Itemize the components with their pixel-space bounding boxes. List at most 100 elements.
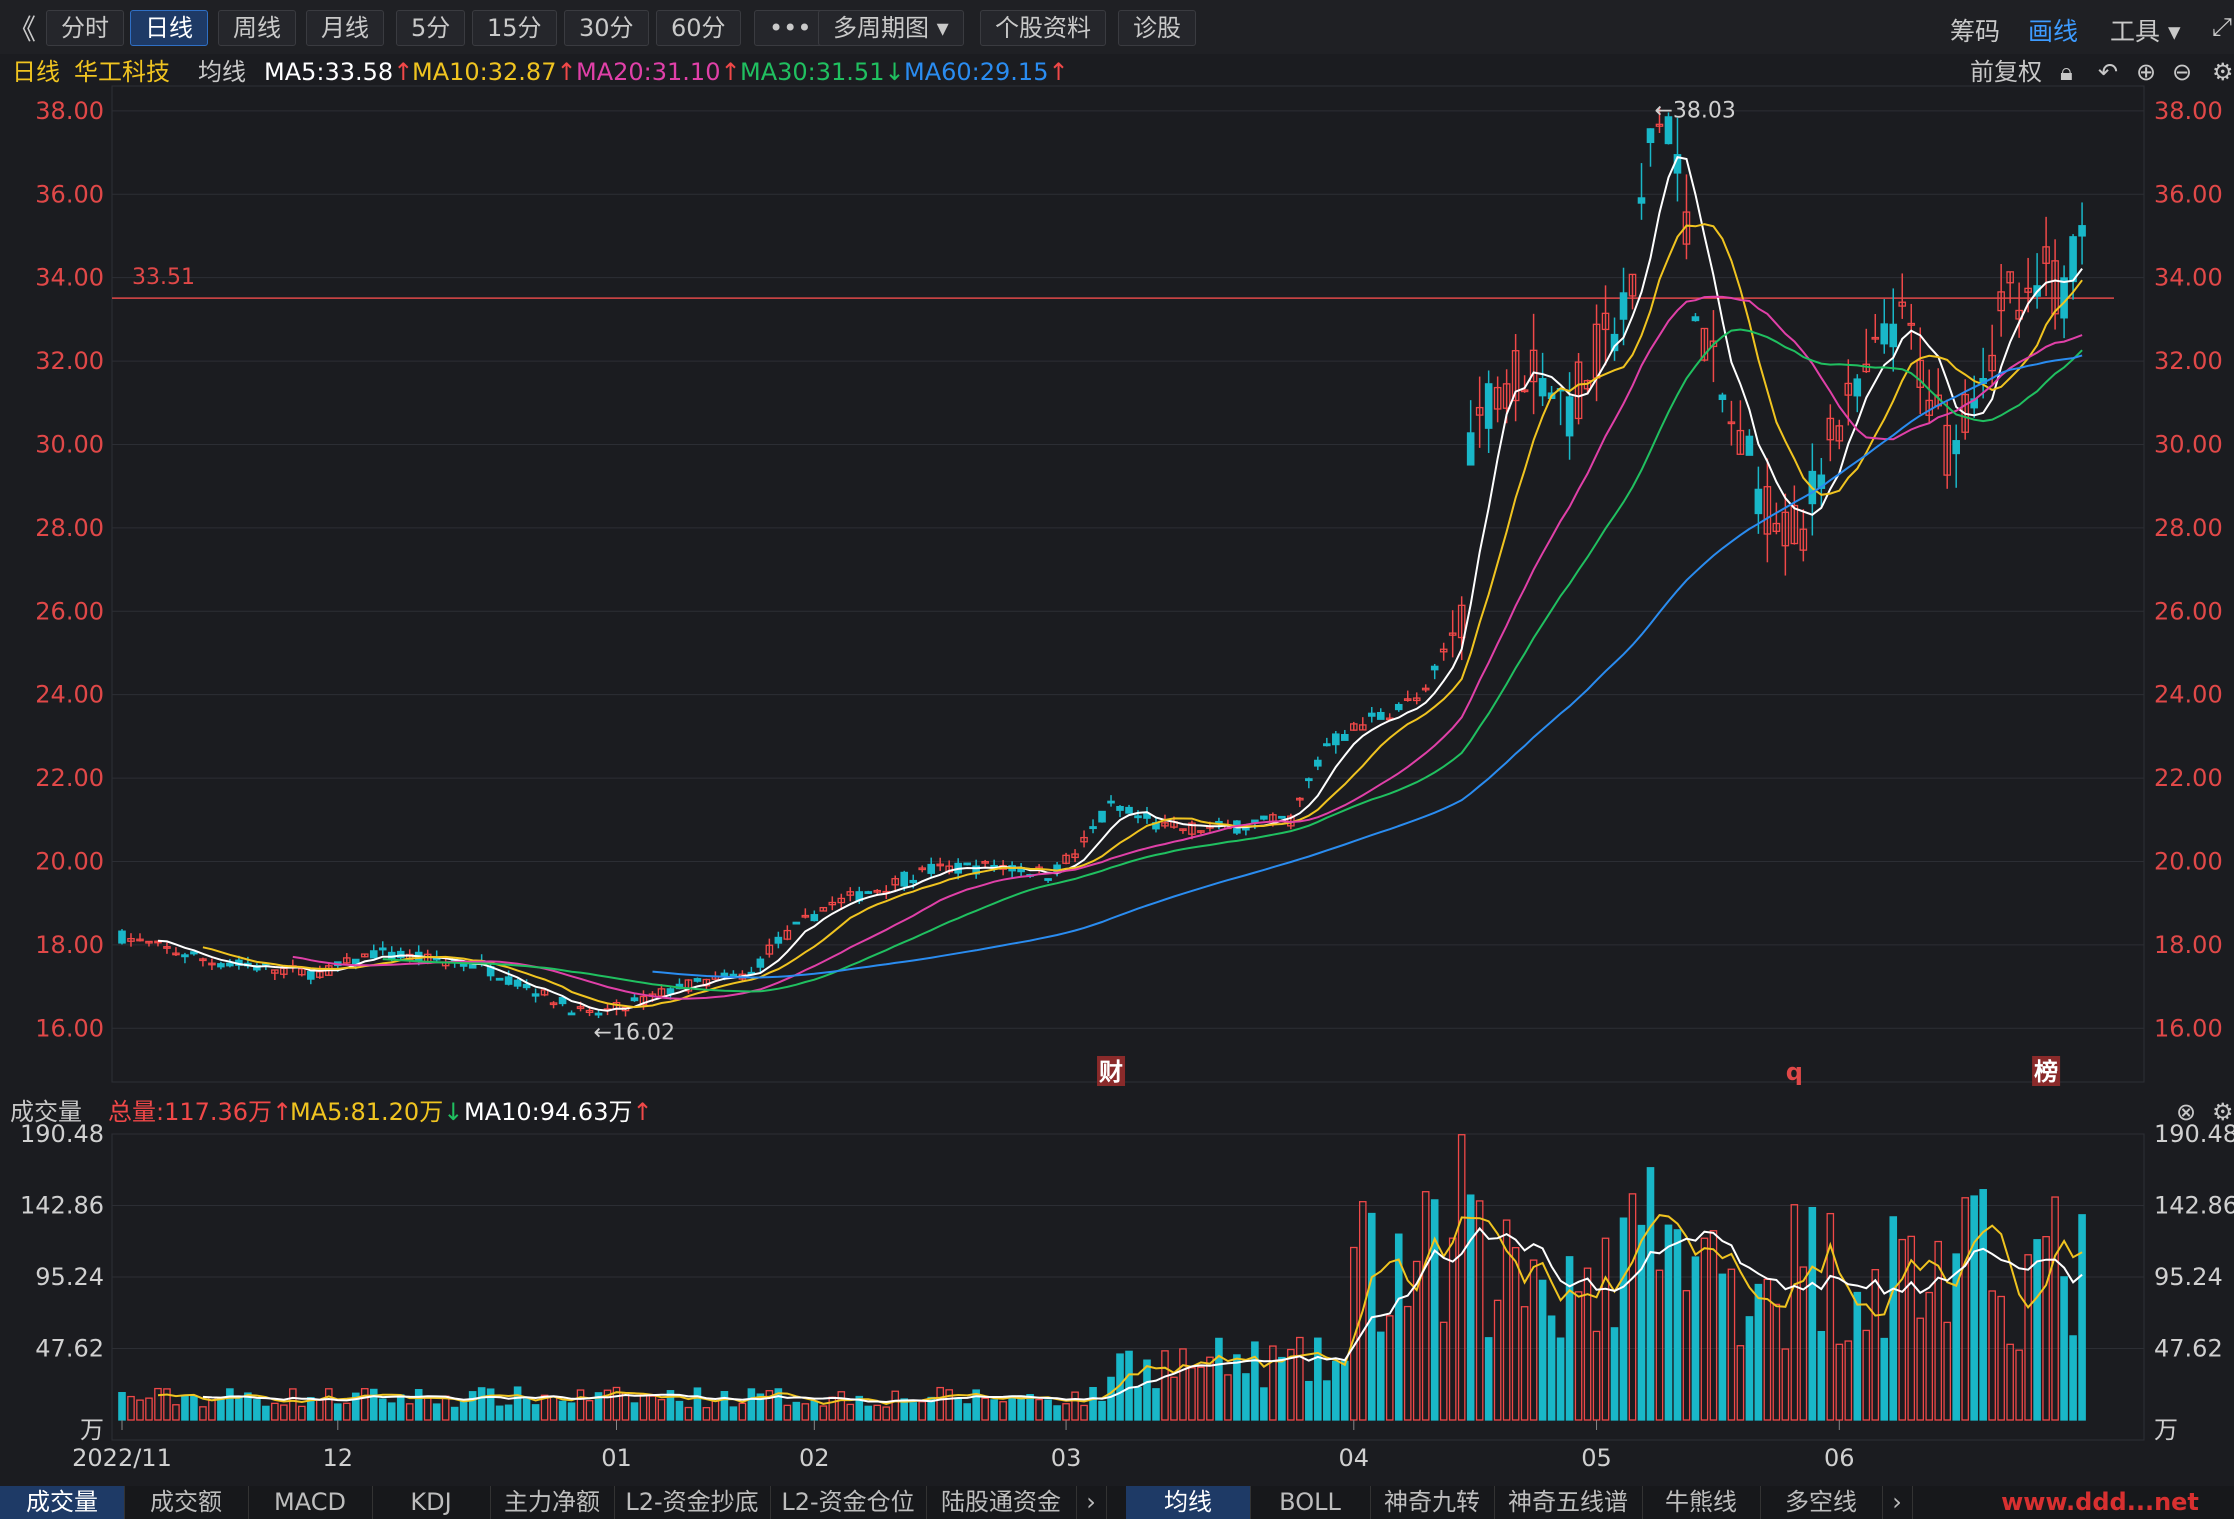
draw-line-button[interactable]: 画线 (2028, 17, 2079, 46)
volume-bar (1556, 1337, 1565, 1421)
candle-body (558, 996, 567, 1005)
volume-bar (253, 1399, 261, 1421)
candle-body (900, 871, 909, 887)
volume-bar (630, 1402, 639, 1421)
tab-ma[interactable]: 均线 (1126, 1486, 1251, 1519)
candle-body (1251, 819, 1259, 823)
tab-long-short[interactable]: 多空线 (1760, 1486, 1883, 1519)
tab-bull-bear[interactable]: 牛熊线 (1642, 1486, 1761, 1519)
ma60-value: MA60:29.15↑ (904, 58, 1069, 86)
volume-bar (145, 1397, 153, 1421)
volume-bar (1673, 1229, 1682, 1421)
restore-mode[interactable]: 前复权 (1970, 58, 2042, 86)
volume-bar (954, 1397, 962, 1421)
candle-body (342, 957, 351, 964)
zoom-in-icon[interactable]: ⊕ (2136, 58, 2157, 86)
volume-bar (1053, 1405, 1061, 1421)
candle-body (765, 944, 774, 955)
candle-body (1161, 822, 1169, 827)
period-tab-monthly[interactable]: 月线 (306, 10, 384, 46)
volume-tick-left: 95.24 (35, 1263, 104, 1291)
volume-bar (154, 1387, 162, 1421)
gear-icon[interactable]: ⚙ (2212, 58, 2234, 86)
caret-down-icon: ▾ (2167, 17, 2181, 46)
period-tab-5min[interactable]: 5分 (396, 10, 466, 46)
stock-profile-button[interactable]: 个股资料 (980, 10, 1106, 46)
tab-magic-nine[interactable]: 神奇九转 (1370, 1486, 1495, 1519)
close-icon[interactable]: ⊗ (2176, 1098, 2197, 1126)
lock-icon[interactable]: 🔒︎ (2060, 58, 2073, 86)
tools-dropdown[interactable]: 工具 ▾ (2110, 12, 2181, 48)
tab-kdj[interactable]: KDJ (372, 1486, 491, 1519)
tab-turnover[interactable]: 成交额 (124, 1486, 249, 1519)
candle-body (1475, 406, 1484, 416)
period-tab-weekly[interactable]: 周线 (218, 10, 296, 46)
period-tab-daily[interactable]: 日线 (130, 10, 208, 46)
multi-period-dropdown[interactable]: 多周期图 ▾ (818, 10, 964, 46)
double-chevron-left-icon[interactable]: 《 (8, 13, 37, 46)
volume-bar (540, 1394, 549, 1421)
volume-bar (1394, 1233, 1403, 1421)
volume-bar (1889, 1216, 1898, 1421)
volume-bar (1538, 1279, 1547, 1421)
volume-bar (333, 1403, 342, 1421)
tab-l2-position[interactable]: L2-资金仓位 (770, 1486, 927, 1519)
tab-macd[interactable]: MACD (248, 1486, 373, 1519)
volume-bar (1403, 1305, 1412, 1421)
candle-body (1853, 378, 1862, 397)
fullscreen-icon[interactable]: ⤢ (2212, 12, 2233, 41)
arrow-up-icon: ↑ (632, 1098, 653, 1126)
volume-bar (1880, 1337, 1889, 1421)
zoom-out-icon[interactable]: ⊖ (2172, 58, 2193, 86)
volume-bar (1898, 1238, 1907, 1421)
volume-bar (1358, 1201, 1367, 1421)
chips-button[interactable]: 筹码 (1950, 17, 2001, 46)
volume-bar (271, 1402, 279, 1421)
candle-body (2042, 246, 2050, 264)
volume-bar (360, 1388, 369, 1421)
volume-bar (1125, 1350, 1133, 1421)
volume-bar (657, 1399, 666, 1421)
chevron-right-icon[interactable]: › (1076, 1486, 1107, 1519)
candle-body (1332, 733, 1340, 746)
volume-bar (1233, 1354, 1241, 1421)
tab-main-net[interactable]: 主力净额 (490, 1486, 615, 1519)
period-tab-15min[interactable]: 15分 (472, 10, 557, 46)
volume-bar (1682, 1290, 1691, 1421)
candle-body (1439, 648, 1448, 653)
undo-icon[interactable]: ↶ (2098, 58, 2119, 86)
candle-body (360, 953, 369, 958)
candle-body (172, 952, 180, 956)
tab-boll[interactable]: BOLL (1250, 1486, 1371, 1519)
volume-bar (1790, 1204, 1799, 1421)
period-tab-minute[interactable]: 分时 (46, 10, 124, 46)
diagnose-button[interactable]: 诊股 (1118, 10, 1196, 46)
x-tick-label: 04 (1339, 1444, 1370, 1472)
volume-bar (1808, 1206, 1817, 1421)
period-tab-30min[interactable]: 30分 (564, 10, 649, 46)
period-tab-60min[interactable]: 60分 (656, 10, 741, 46)
y-tick-label-right: 20.00 (2154, 847, 2223, 875)
ma10-value: MA10:32.87↑ (412, 58, 577, 86)
y-tick-label-left: 30.00 (35, 430, 104, 458)
candle-body (1323, 743, 1331, 747)
gear-icon[interactable]: ⚙ (2212, 1098, 2234, 1126)
volume-bar (1871, 1269, 1880, 1421)
tab-magic-five[interactable]: 神奇五线谱 (1494, 1486, 1643, 1519)
ma-title: 均线 (198, 58, 246, 86)
candle-body (891, 878, 900, 886)
multi-period-label: 多周期图 (833, 14, 929, 42)
chart-canvas[interactable]: 38.00 38.00 36.00 36.00 34.00 34.00 32.00 32.00… (0, 0, 2234, 1486)
volume-bar (136, 1399, 144, 1421)
volume-legend: 成交量 总量:117.36万↑ MA5:81.20万↓ MA10:94.63万↑… (0, 1094, 2234, 1130)
chevron-right-icon[interactable]: › (1882, 1486, 1913, 1519)
tab-northbound[interactable]: 陆股通资金 (926, 1486, 1077, 1519)
y-tick-label-left: 18.00 (35, 931, 104, 959)
tab-volume[interactable]: 成交量 (0, 1486, 125, 1519)
volume-bar (1853, 1291, 1862, 1421)
tab-l2-bottom[interactable]: L2-资金抄底 (614, 1486, 771, 1519)
ma5-line (157, 156, 2083, 1012)
candle-body (1116, 805, 1124, 811)
candle-body (1457, 604, 1466, 639)
volume-bar (1026, 1394, 1034, 1421)
